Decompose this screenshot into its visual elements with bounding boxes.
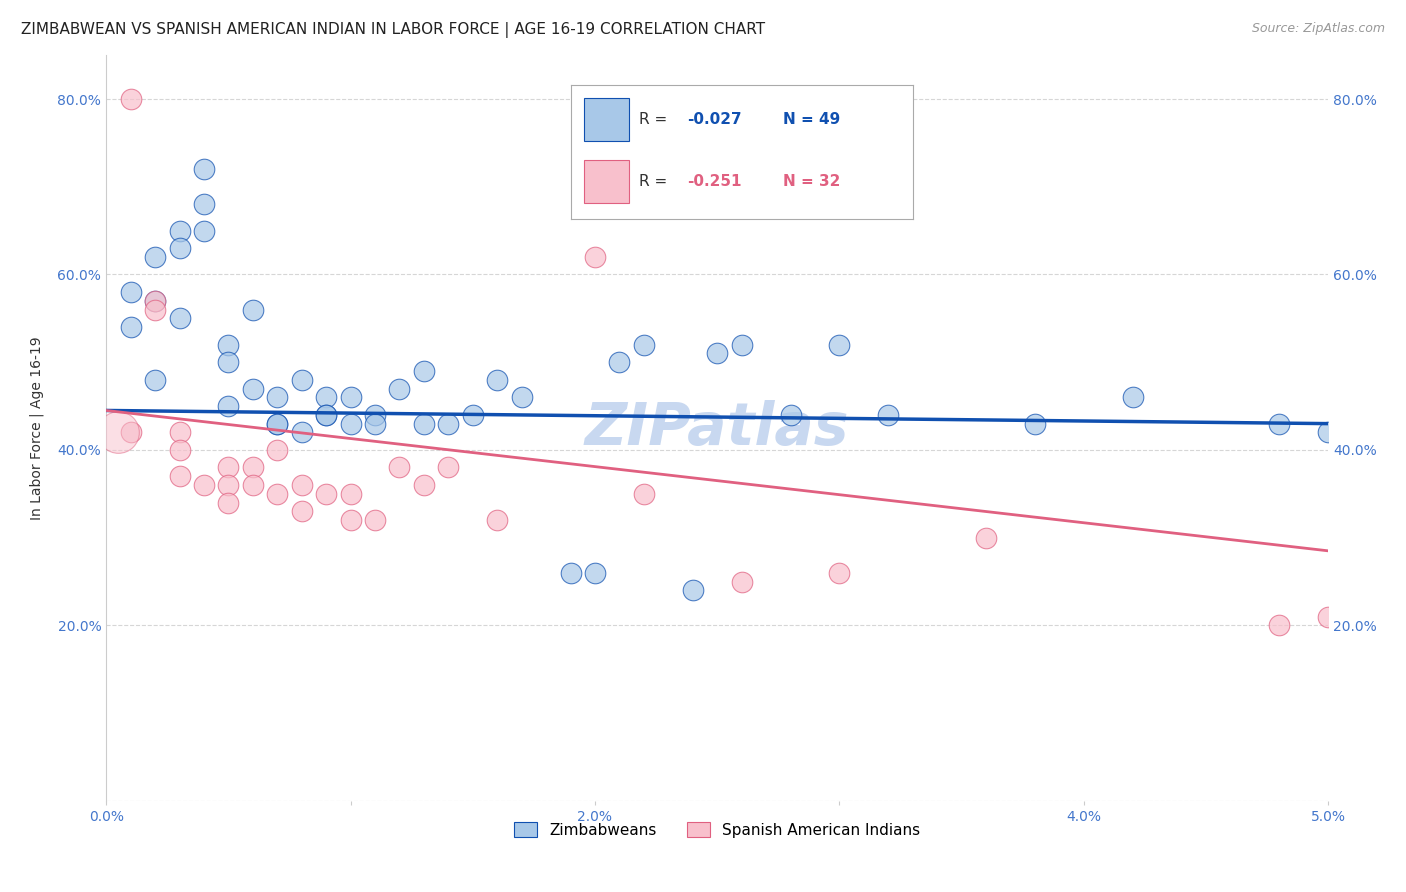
Text: ZIPatlas: ZIPatlas xyxy=(585,400,849,457)
Point xyxy=(169,425,191,440)
Point xyxy=(291,425,314,440)
Point xyxy=(1268,618,1291,632)
Point xyxy=(266,442,288,457)
Point xyxy=(364,408,387,422)
Y-axis label: In Labor Force | Age 16-19: In Labor Force | Age 16-19 xyxy=(30,336,44,520)
Point xyxy=(120,92,142,106)
Legend: Zimbabweans, Spanish American Indians: Zimbabweans, Spanish American Indians xyxy=(506,814,928,846)
Point xyxy=(730,574,752,589)
Point xyxy=(107,425,129,440)
Point xyxy=(339,487,361,501)
Point xyxy=(169,311,191,326)
Point xyxy=(242,302,264,317)
Point xyxy=(242,478,264,492)
Point xyxy=(291,504,314,518)
Text: Source: ZipAtlas.com: Source: ZipAtlas.com xyxy=(1251,22,1385,36)
Point xyxy=(437,417,460,431)
Point xyxy=(217,355,239,369)
Point xyxy=(461,408,484,422)
Point xyxy=(193,162,215,177)
Point xyxy=(120,425,142,440)
Point xyxy=(120,320,142,334)
Point xyxy=(217,478,239,492)
Point xyxy=(828,337,851,351)
Point xyxy=(1122,390,1144,404)
Point xyxy=(437,460,460,475)
Point xyxy=(217,460,239,475)
Point xyxy=(169,224,191,238)
Point xyxy=(413,417,436,431)
Point xyxy=(266,487,288,501)
Point xyxy=(315,487,337,501)
Point xyxy=(339,417,361,431)
Point xyxy=(266,417,288,431)
Point xyxy=(193,197,215,211)
Point xyxy=(266,417,288,431)
Point xyxy=(143,302,166,317)
Point xyxy=(193,478,215,492)
Point xyxy=(583,250,606,264)
Point xyxy=(1317,609,1340,624)
Point xyxy=(609,355,631,369)
Point xyxy=(779,408,801,422)
Point xyxy=(143,293,166,308)
Point xyxy=(388,382,411,396)
Point xyxy=(877,408,900,422)
Point xyxy=(143,250,166,264)
Point xyxy=(315,390,337,404)
Point xyxy=(583,566,606,580)
Point xyxy=(413,364,436,378)
Point xyxy=(364,513,387,527)
Point xyxy=(1268,417,1291,431)
Point xyxy=(169,241,191,255)
Point xyxy=(633,337,655,351)
Point xyxy=(730,337,752,351)
Point xyxy=(339,390,361,404)
Point xyxy=(315,408,337,422)
Point xyxy=(169,442,191,457)
Point xyxy=(266,390,288,404)
Point xyxy=(291,478,314,492)
Point xyxy=(120,285,142,299)
Point xyxy=(242,460,264,475)
Point xyxy=(217,399,239,413)
Point xyxy=(193,224,215,238)
Point xyxy=(706,346,728,360)
Point xyxy=(169,469,191,483)
Point xyxy=(364,417,387,431)
Point xyxy=(315,408,337,422)
Point xyxy=(682,583,704,598)
Point xyxy=(828,566,851,580)
Point xyxy=(486,513,509,527)
Point xyxy=(143,373,166,387)
Point xyxy=(388,460,411,475)
Point xyxy=(143,293,166,308)
Point xyxy=(291,373,314,387)
Point xyxy=(242,382,264,396)
Point xyxy=(633,487,655,501)
Point xyxy=(217,337,239,351)
Text: ZIMBABWEAN VS SPANISH AMERICAN INDIAN IN LABOR FORCE | AGE 16-19 CORRELATION CHA: ZIMBABWEAN VS SPANISH AMERICAN INDIAN IN… xyxy=(21,22,765,38)
Point xyxy=(486,373,509,387)
Point xyxy=(974,531,997,545)
Point xyxy=(1317,425,1340,440)
Point xyxy=(339,513,361,527)
Point xyxy=(217,495,239,509)
Point xyxy=(510,390,533,404)
Point xyxy=(1024,417,1046,431)
Point xyxy=(413,478,436,492)
Point xyxy=(560,566,582,580)
